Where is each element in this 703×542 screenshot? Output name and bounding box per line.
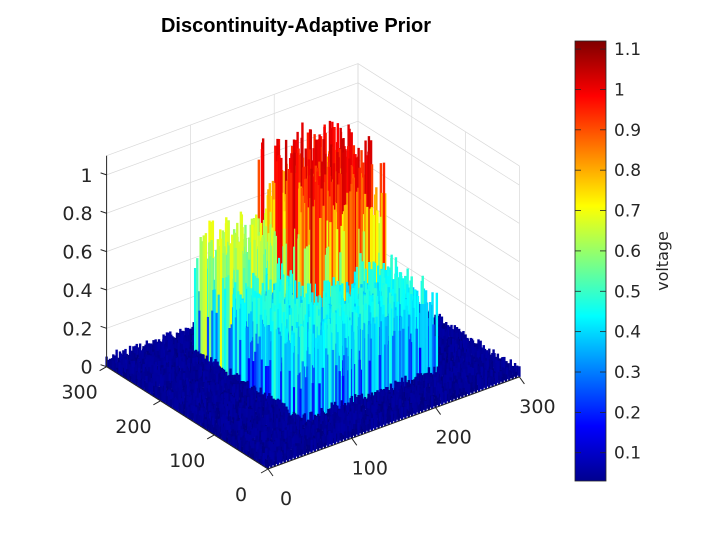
surface-bars xyxy=(105,120,521,469)
box-edge xyxy=(106,63,359,157)
back-wall-gridline xyxy=(106,120,359,214)
side-wall-gridline xyxy=(357,82,520,186)
box-edge xyxy=(357,63,520,167)
side-wall-gridline xyxy=(357,120,520,224)
back-wall-gridline xyxy=(106,82,359,176)
